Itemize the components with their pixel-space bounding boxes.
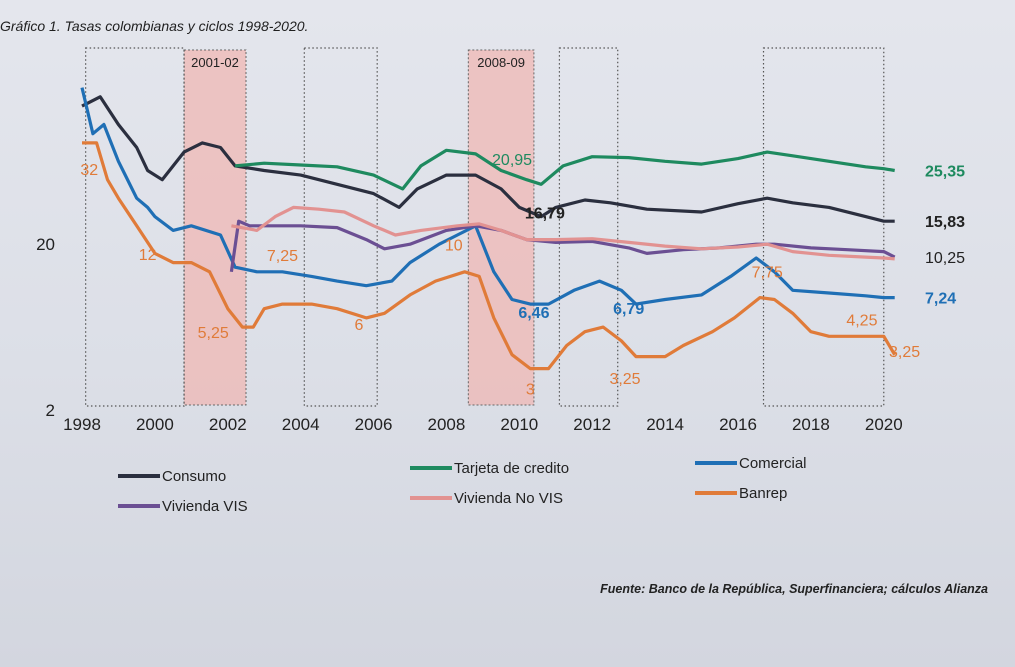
series-line-comercial <box>80 87 895 306</box>
chart-title: Gráfico 1. Tasas colombianas y ciclos 19… <box>0 18 308 34</box>
legend-item: Vivienda No VIS <box>410 490 563 507</box>
x-tick-label: 2008 <box>428 415 466 434</box>
x-tick-label: 1998 <box>63 415 101 434</box>
data-label: 5,25 <box>198 325 229 342</box>
data-label: 7,75 <box>752 264 783 281</box>
data-label: 6,79 <box>613 301 644 318</box>
data-label: 16,79 <box>525 205 565 222</box>
cycle-box-3 <box>762 47 885 407</box>
series-line-vivienda-vis <box>229 219 896 273</box>
data-label: 7,25 <box>267 248 298 265</box>
legend-label: Vivienda No VIS <box>454 490 563 507</box>
series-end-label: 7,24 <box>925 291 956 308</box>
x-tick-label: 2002 <box>209 415 247 434</box>
x-tick-label: 2012 <box>573 415 611 434</box>
data-label: 12 <box>139 247 157 264</box>
y-tick-label: 2 <box>46 401 55 420</box>
axes: 1998 2000 2002 2004 2006 2008 2010 2012 2014 2016… <box>36 235 903 434</box>
series-end-label: 10,25 <box>925 250 965 267</box>
data-label: 10 <box>445 238 463 255</box>
series-line-vivienda-no-vis <box>231 205 895 261</box>
legend: Consumo Tarjeta de credito Comercial Vivien… <box>118 455 807 515</box>
data-label: 3,25 <box>609 371 640 388</box>
series-end-label: 3,25 <box>889 344 920 361</box>
data-label: 6,46 <box>518 305 549 322</box>
legend-label: Vivienda VIS <box>162 498 248 515</box>
legend-item: Banrep <box>695 485 787 502</box>
data-label: 6 <box>355 317 364 334</box>
data-label: 3 <box>526 381 535 398</box>
legend-item: Tarjeta de credito <box>410 460 569 477</box>
legend-item: Consumo <box>118 468 226 485</box>
x-tick-label: 2000 <box>136 415 174 434</box>
series-end-label: 15,83 <box>925 214 965 231</box>
x-tick-label: 2020 <box>865 415 903 434</box>
legend-label: Banrep <box>739 485 787 502</box>
y-tick-label: 20 <box>36 235 55 254</box>
data-label: 4,25 <box>846 312 877 329</box>
x-tick-label: 2004 <box>282 415 320 434</box>
data-label: 32 <box>80 162 98 179</box>
x-tick-label: 2018 <box>792 415 830 434</box>
series-lines: 15,83 25,35 7,24 10,25 3,25 <box>80 87 965 371</box>
cycle-box-2 <box>558 47 619 407</box>
series-end-label: 25,35 <box>925 164 965 181</box>
series-line-banrep <box>82 141 897 371</box>
x-tick-label: 2006 <box>355 415 393 434</box>
legend-label: Comercial <box>739 455 807 472</box>
annotations: 32 12 5,25 7,25 6 10 3 3,25 7,75 4,25 20,95 16,79 6,… <box>80 152 877 398</box>
x-tick-label: 2014 <box>646 415 684 434</box>
legend-label: Consumo <box>162 468 226 485</box>
cycle-box-1 <box>303 47 378 407</box>
shaded-period-label: 2008-09 <box>477 55 525 70</box>
source-note: Fuente: Banco de la República, Superfina… <box>600 582 988 596</box>
legend-label: Tarjeta de credito <box>454 460 569 477</box>
shaded-period-label: 2001-02 <box>191 55 239 70</box>
series-line-tarjeta-de-credito <box>234 148 895 191</box>
x-tick-label: 2016 <box>719 415 757 434</box>
data-label: 20,95 <box>492 152 532 169</box>
legend-item: Vivienda VIS <box>118 498 248 515</box>
x-tick-label: 2010 <box>500 415 538 434</box>
series-line-consumo <box>81 95 895 223</box>
legend-item: Comercial <box>695 455 807 472</box>
